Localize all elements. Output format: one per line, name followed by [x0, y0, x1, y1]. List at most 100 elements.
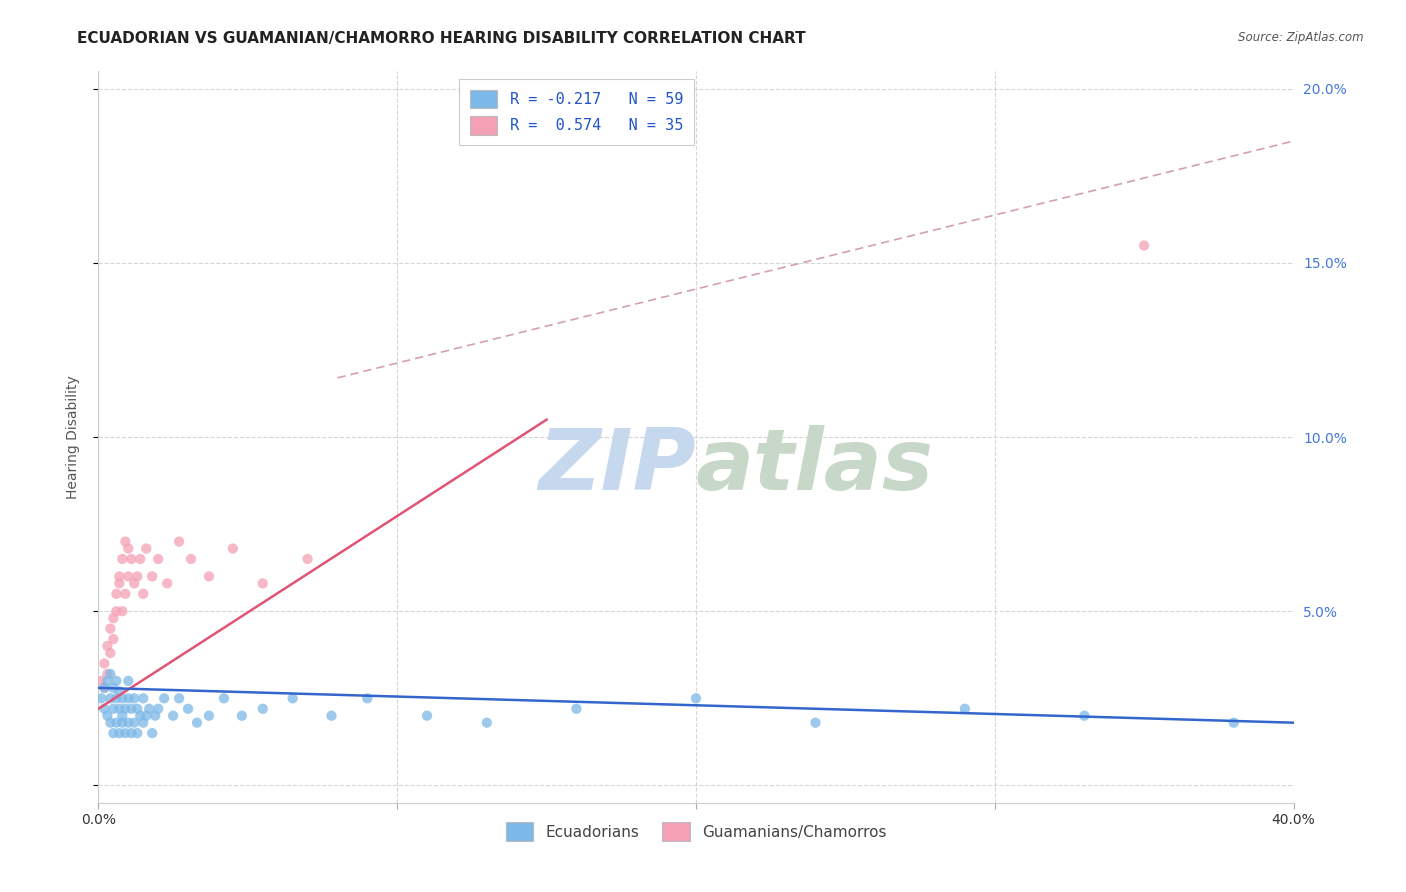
- Point: [148, 702, 170, 716]
- Point: [135, 541, 157, 556]
- Point: [416, 708, 439, 723]
- Point: [252, 576, 274, 591]
- Point: [120, 726, 142, 740]
- Point: [103, 611, 125, 625]
- Point: [96, 639, 118, 653]
- Point: [114, 726, 136, 740]
- Point: [98, 622, 122, 636]
- Point: [321, 708, 343, 723]
- Point: [132, 691, 155, 706]
- Point: [129, 708, 152, 723]
- Point: [117, 715, 139, 730]
- Point: [198, 569, 221, 583]
- Text: Source: ZipAtlas.com: Source: ZipAtlas.com: [1239, 31, 1364, 45]
- Point: [127, 569, 149, 583]
- Point: [212, 691, 235, 706]
- Point: [129, 552, 152, 566]
- Point: [90, 673, 112, 688]
- Point: [108, 726, 131, 740]
- Point: [120, 702, 142, 716]
- Point: [143, 708, 166, 723]
- Point: [93, 657, 115, 671]
- Point: [105, 691, 128, 706]
- Text: atlas: atlas: [696, 425, 934, 508]
- Point: [685, 691, 707, 706]
- Point: [153, 691, 176, 706]
- Point: [156, 576, 179, 591]
- Point: [804, 715, 827, 730]
- Legend: Ecuadorians, Guamanians/Chamorros: Ecuadorians, Guamanians/Chamorros: [496, 813, 896, 850]
- Point: [96, 667, 118, 681]
- Point: [111, 708, 134, 723]
- Point: [1133, 238, 1156, 252]
- Point: [177, 702, 200, 716]
- Point: [117, 673, 139, 688]
- Point: [114, 702, 136, 716]
- Point: [475, 715, 498, 730]
- Point: [117, 691, 139, 706]
- Point: [108, 569, 131, 583]
- Text: ZIP: ZIP: [538, 425, 696, 508]
- Point: [132, 715, 155, 730]
- Point: [105, 715, 128, 730]
- Text: ECUADORIAN VS GUAMANIAN/CHAMORRO HEARING DISABILITY CORRELATION CHART: ECUADORIAN VS GUAMANIAN/CHAMORRO HEARING…: [77, 31, 806, 46]
- Point: [1223, 715, 1246, 730]
- Point: [356, 691, 378, 706]
- Point: [132, 587, 155, 601]
- Point: [105, 587, 128, 601]
- Point: [124, 576, 146, 591]
- Point: [114, 534, 136, 549]
- Point: [103, 681, 125, 695]
- Point: [96, 673, 118, 688]
- Point: [114, 587, 136, 601]
- Point: [127, 702, 149, 716]
- Point: [141, 569, 163, 583]
- Point: [167, 534, 190, 549]
- Point: [93, 681, 115, 695]
- Point: [565, 702, 588, 716]
- Point: [96, 708, 118, 723]
- Point: [105, 673, 128, 688]
- Point: [98, 646, 122, 660]
- Point: [103, 702, 125, 716]
- Point: [141, 726, 163, 740]
- Point: [252, 702, 274, 716]
- Point: [93, 702, 115, 716]
- Point: [111, 691, 134, 706]
- Point: [162, 708, 184, 723]
- Point: [108, 702, 131, 716]
- Point: [98, 715, 122, 730]
- Point: [1073, 708, 1095, 723]
- Y-axis label: Hearing Disability: Hearing Disability: [66, 376, 80, 499]
- Point: [90, 691, 112, 706]
- Point: [111, 604, 134, 618]
- Point: [108, 576, 131, 591]
- Point: [111, 552, 134, 566]
- Point: [120, 552, 142, 566]
- Point: [117, 541, 139, 556]
- Point: [231, 708, 253, 723]
- Point: [103, 632, 125, 646]
- Point: [198, 708, 221, 723]
- Point: [124, 691, 146, 706]
- Point: [103, 726, 125, 740]
- Point: [148, 552, 170, 566]
- Point: [138, 702, 160, 716]
- Point: [297, 552, 319, 566]
- Point: [111, 715, 134, 730]
- Point: [180, 552, 202, 566]
- Point: [186, 715, 208, 730]
- Point: [117, 569, 139, 583]
- Point: [98, 667, 122, 681]
- Point: [93, 681, 115, 695]
- Point: [108, 684, 131, 698]
- Point: [105, 604, 128, 618]
- Point: [167, 691, 190, 706]
- Point: [127, 726, 149, 740]
- Point: [135, 708, 157, 723]
- Point: [98, 691, 122, 706]
- Point: [953, 702, 976, 716]
- Point: [124, 715, 146, 730]
- Point: [281, 691, 304, 706]
- Point: [222, 541, 245, 556]
